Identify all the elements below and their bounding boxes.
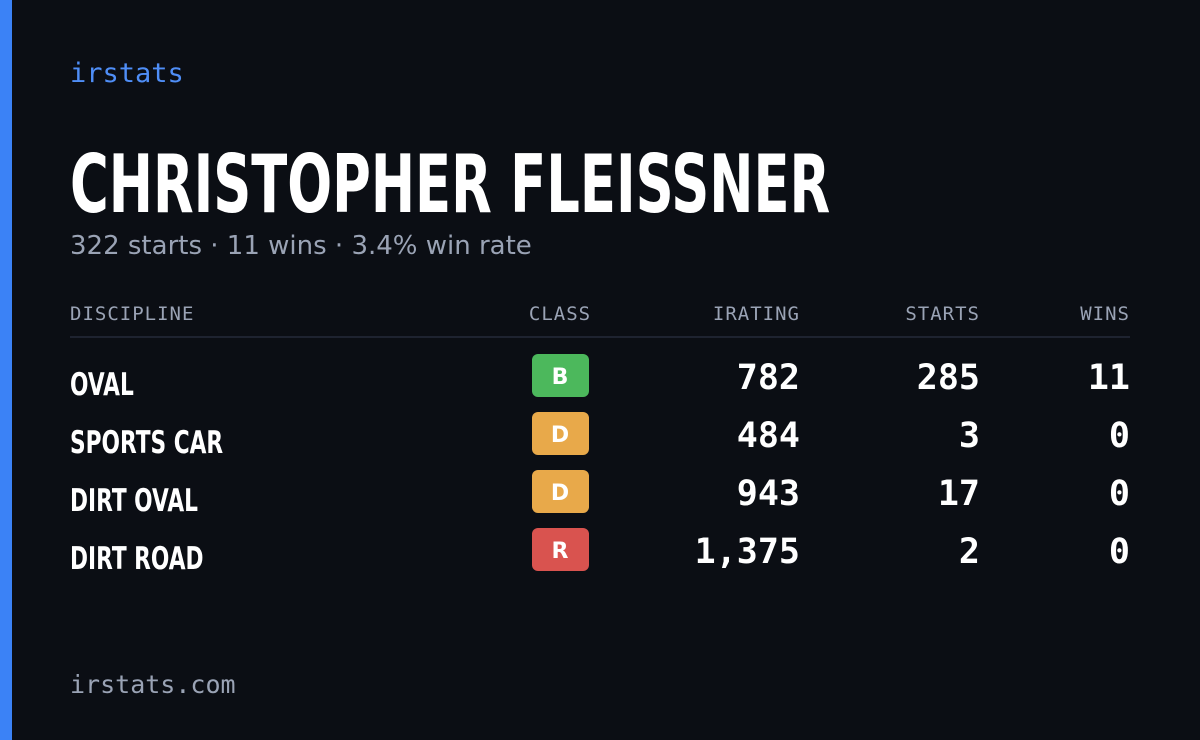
class-badge xyxy=(532,354,589,397)
stat-irating: 782 xyxy=(737,358,800,398)
footer: irstats.com xyxy=(70,670,236,699)
column-header: IRATING xyxy=(713,303,800,325)
accent-bar xyxy=(0,0,12,740)
column-header: CLASS xyxy=(529,303,591,325)
stat-wins: 0 xyxy=(1109,532,1130,572)
class-letter: B xyxy=(552,365,569,390)
class-letter: D xyxy=(551,423,569,448)
column-header: DISCIPLINE xyxy=(70,303,194,325)
stat-starts: 2 xyxy=(959,532,980,572)
column-header: WINS xyxy=(1080,303,1130,325)
discipline: DIRT ROAD xyxy=(70,541,204,577)
stat-irating: 484 xyxy=(737,416,800,456)
stat-wins: 11 xyxy=(1088,358,1130,398)
class-badge xyxy=(532,470,589,513)
class-badge xyxy=(532,528,589,571)
column-header: STARTS xyxy=(905,303,980,325)
stat-starts: 3 xyxy=(959,416,980,456)
stat-starts: 285 xyxy=(917,358,980,398)
driver-summary: 322 starts · 11 wins · 3.4% win rate xyxy=(70,231,532,261)
stat-wins: 0 xyxy=(1109,416,1130,456)
stat-irating: 943 xyxy=(737,474,800,514)
class-letter: R xyxy=(552,539,569,564)
discipline: DIRT OVAL xyxy=(70,483,198,519)
class-badge xyxy=(532,412,589,455)
stat-irating: 1,375 xyxy=(695,532,800,572)
stat-wins: 0 xyxy=(1109,474,1130,514)
class-letter: D xyxy=(551,481,569,506)
stat-starts: 17 xyxy=(938,474,980,514)
driver-name: CHRISTOPHER FLEISSNER xyxy=(70,138,830,231)
discipline: OVAL xyxy=(70,367,134,403)
discipline: SPORTS CAR xyxy=(70,425,223,461)
brand: irstats xyxy=(70,58,184,89)
